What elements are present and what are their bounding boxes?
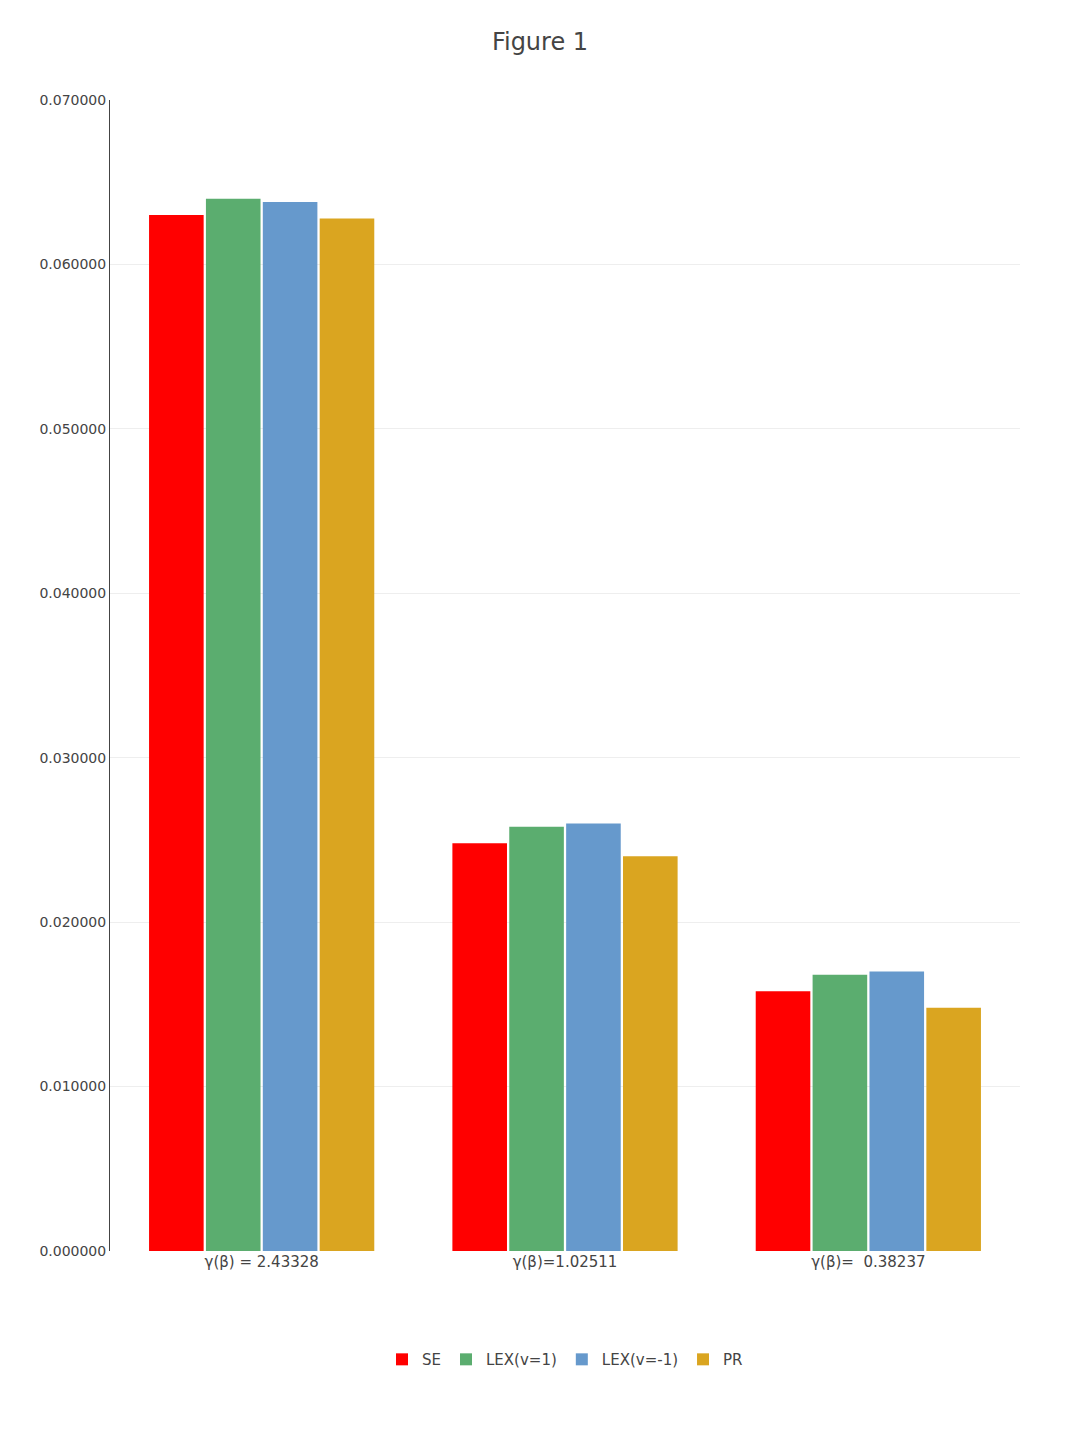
svg-text:γ(β) = 2.43328: γ(β) = 2.43328	[205, 1253, 319, 1271]
svg-text:0.050000: 0.050000	[39, 421, 106, 437]
svg-text:γ(β)= 0.38237: γ(β)= 0.38237	[811, 1253, 925, 1271]
svg-text:PR: PR	[723, 1351, 742, 1369]
svg-text:0.010000: 0.010000	[39, 1078, 106, 1094]
svg-text:0.040000: 0.040000	[39, 585, 106, 601]
svg-text:0.060000: 0.060000	[39, 256, 106, 272]
svg-text:0.000000: 0.000000	[39, 1243, 106, 1259]
svg-text:γ(β)=1.02511: γ(β)=1.02511	[513, 1253, 618, 1271]
svg-text:0.020000: 0.020000	[39, 914, 106, 930]
svg-text:Figure 1: Figure 1	[492, 28, 588, 56]
svg-text:SE: SE	[422, 1351, 441, 1369]
svg-text:LEX(v=-1): LEX(v=-1)	[602, 1351, 678, 1369]
svg-text:0.030000: 0.030000	[39, 750, 106, 766]
svg-text:0.070000: 0.070000	[39, 92, 106, 108]
svg-text:LEX(v=1): LEX(v=1)	[486, 1351, 557, 1369]
